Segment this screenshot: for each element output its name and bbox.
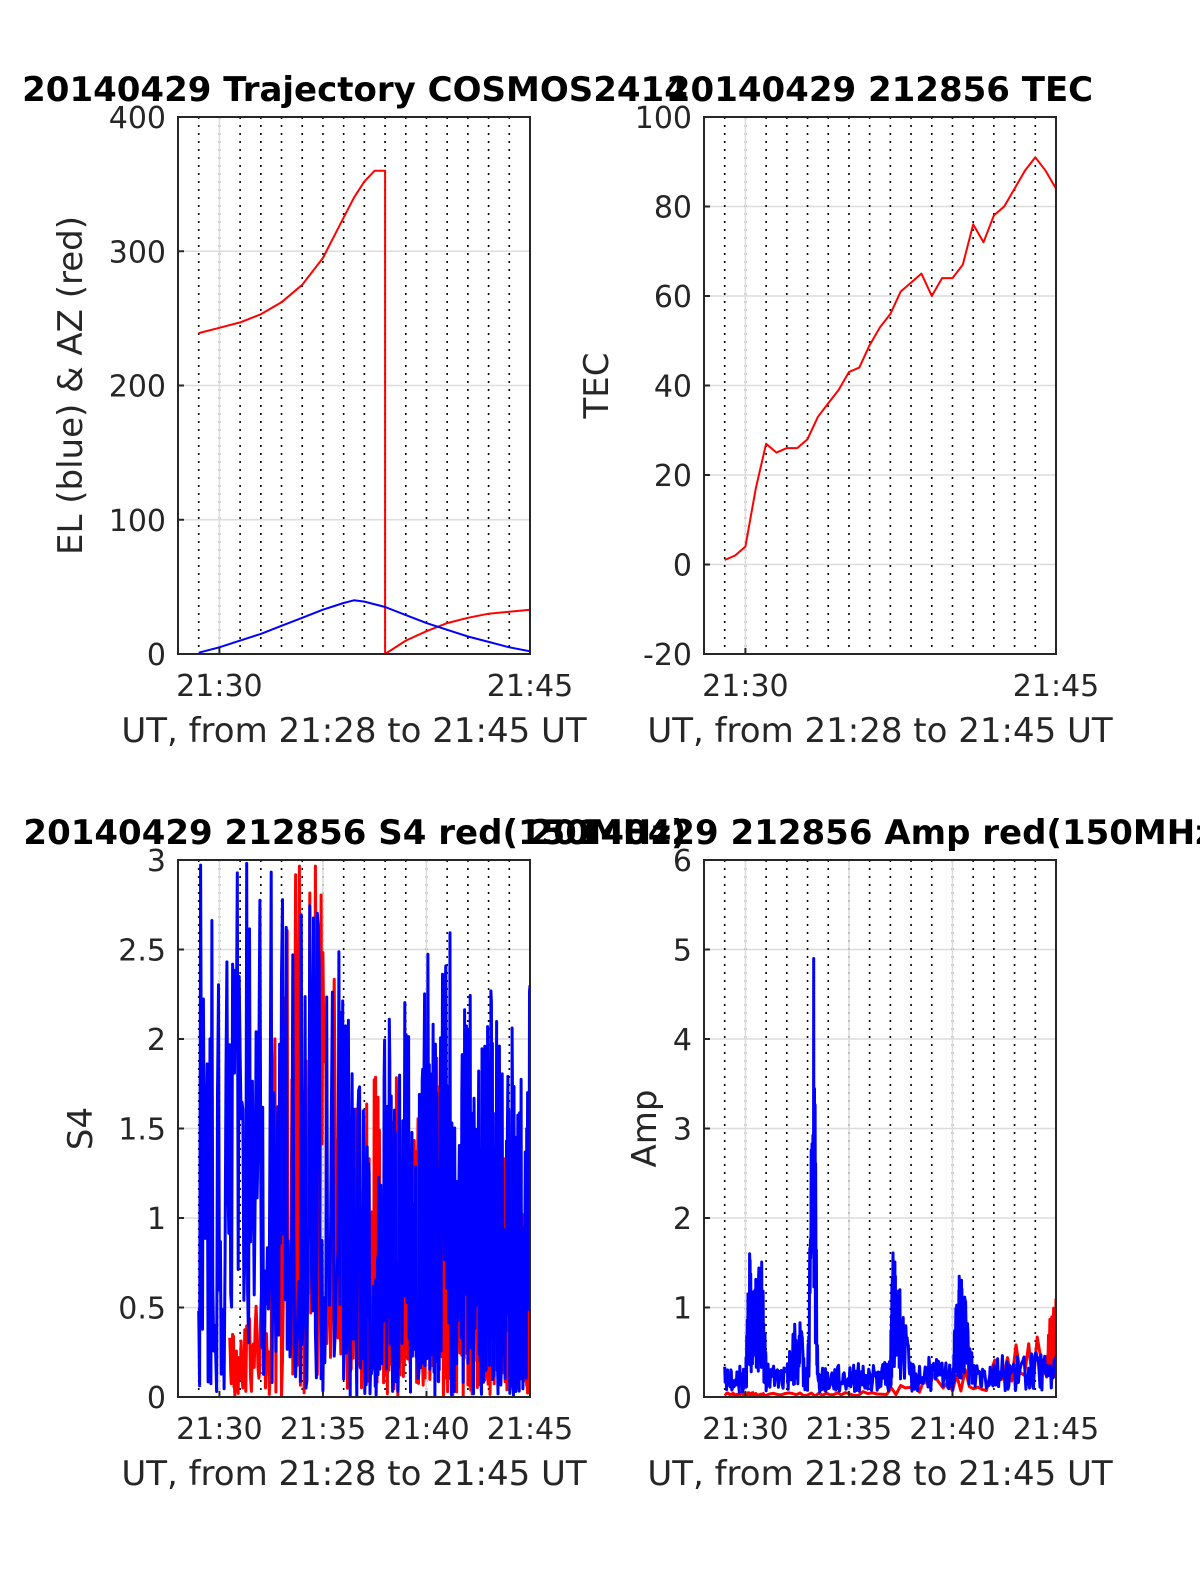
x-axis-label: UT, from 21:28 to 21:45 UT [647,711,1113,751]
x-tick-label: 21:45 [487,1412,573,1447]
x-axis-label: UT, from 21:28 to 21:45 UT [121,711,587,751]
amp-panel: 0 1 2 3 4 5 6 21:30 21:35 21:40 21:45 UT, from 21:2… [529,813,1200,1494]
x-tick-label: 21:30 [702,669,788,704]
x-tick-label: 21:40 [909,1412,995,1447]
y-axis-label: TEC [577,353,617,420]
y-tick-label: 6 [673,844,692,879]
y-tick-label: 0 [673,1381,692,1416]
y-tick-label: 40 [654,370,692,405]
x-axis-label: UT, from 21:28 to 21:45 UT [121,1454,587,1494]
chart-title: 20140429 212856 TEC [667,70,1093,110]
x-tick-label: 21:30 [176,1412,262,1447]
series-line-1 [723,957,1056,1394]
chart-title: 20140429 212856 S4 red(150MHz) [23,813,686,853]
y-tick-label: 2 [673,1202,692,1237]
series-group [724,156,1056,561]
x-tick-label: 21:30 [702,1412,788,1447]
y-tick-label: 1 [147,1202,166,1237]
x-axis-label: UT, from 21:28 to 21:45 UT [647,1454,1113,1494]
tec-panel: -20 0 20 40 60 80 100 21:30 21:45 UT, from 21:28 … [577,70,1113,751]
chart-title: 20140429 Trajectory COSMOS2414 [22,70,688,110]
y-tick-label: 60 [654,280,692,315]
y-axis-label: Amp [625,1090,665,1168]
x-tick-label: 21:35 [806,1412,892,1447]
y-tick-label: 0 [673,549,692,584]
y-tick-label: 400 [109,101,166,136]
x-tick-label: 21:45 [1013,669,1099,704]
series-line-1 [198,599,530,654]
y-tick-label: 2.5 [118,934,166,969]
y-tick-label: 4 [673,1023,692,1058]
x-tick-label: 21:35 [280,1412,366,1447]
x-tick-label: 21:45 [1013,1412,1099,1447]
series-line-1 [197,861,530,1397]
y-tick-label: 3 [673,1113,692,1148]
y-tick-label: 200 [109,370,166,405]
x-tick-label: 21:45 [487,669,573,704]
series-group [197,861,530,1397]
x-tick-label: 21:30 [176,669,262,704]
y-axis-label: EL (blue) & AZ (red) [51,216,91,555]
y-tick-label: 0 [147,1381,166,1416]
y-tick-label: 100 [635,101,692,136]
series-line-0 [724,156,1056,561]
y-tick-label: 2 [147,1023,166,1058]
s4-panel: 0 0.5 1 1.5 2 2.5 3 21:30 21:35 21:40 21:45 UT, fro… [23,813,686,1494]
series-line-0 [198,169,530,654]
y-tick-label: 1.5 [118,1113,166,1148]
y-tick-label: 100 [109,504,166,539]
y-tick-label: 3 [147,844,166,879]
y-tick-label: 1 [673,1292,692,1327]
series-group [198,169,530,654]
y-tick-label: 20 [654,459,692,494]
chart-title: 20140429 212856 Amp red(150MHz) [529,813,1200,853]
y-tick-label: -20 [643,638,692,673]
x-tick-label: 21:40 [383,1412,469,1447]
y-tick-label: 0 [147,638,166,673]
y-tick-label: 80 [654,191,692,226]
y-axis-label: S4 [61,1107,101,1150]
trajectory-panel: 0 100 200 300 400 21:30 21:45 UT, from 21:28 to… [22,70,688,751]
y-tick-label: 5 [673,934,692,969]
y-tick-label: 0.5 [118,1292,166,1327]
y-tick-label: 300 [109,235,166,270]
